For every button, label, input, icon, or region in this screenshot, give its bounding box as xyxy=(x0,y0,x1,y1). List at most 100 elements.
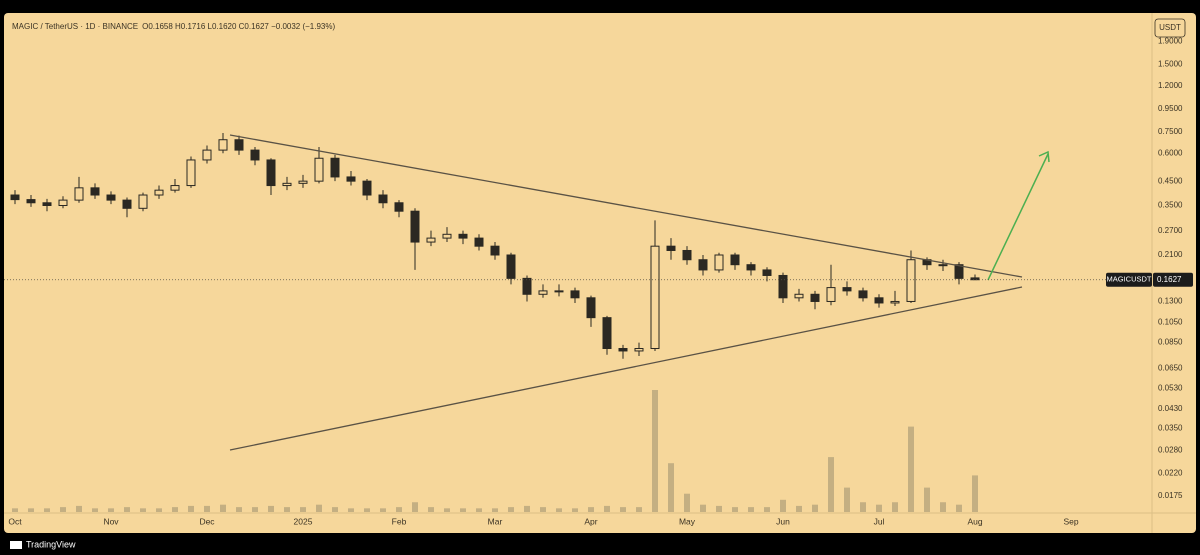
volume-bar xyxy=(860,502,866,512)
candle-body xyxy=(634,348,644,352)
volume-bar xyxy=(572,508,578,512)
price-tag-label: 0.1627 xyxy=(1157,275,1182,284)
volume-bar xyxy=(44,508,50,512)
volume-bar xyxy=(492,508,498,512)
volume-bar xyxy=(636,507,642,512)
candle-body xyxy=(906,259,916,302)
volume-bar xyxy=(204,505,210,512)
candle-body xyxy=(362,180,372,196)
candle-body xyxy=(714,254,724,271)
candle-body xyxy=(154,189,164,196)
volume-bar xyxy=(140,508,146,512)
volume-bar xyxy=(668,463,674,512)
footer-brand: TradingView xyxy=(26,539,76,549)
candle-body xyxy=(346,176,356,182)
volume-bar xyxy=(124,507,130,512)
volume-bar xyxy=(812,504,818,512)
candle-body xyxy=(122,199,132,209)
volume-bar xyxy=(732,507,738,512)
chart-panel xyxy=(4,13,1196,533)
volume-bar xyxy=(380,508,386,512)
x-tick-label: Aug xyxy=(967,516,982,526)
candle-body xyxy=(426,237,436,243)
volume-bar xyxy=(428,507,434,512)
volume-bar xyxy=(348,508,354,512)
volume-bar xyxy=(828,457,834,512)
volume-bar xyxy=(12,508,18,512)
candle-body xyxy=(58,199,68,207)
candle-body xyxy=(42,202,52,207)
volume-bar xyxy=(892,502,898,512)
candle-body xyxy=(458,233,468,239)
volume-bar xyxy=(508,507,514,512)
currency-label[interactable]: USDT xyxy=(1159,23,1181,32)
volume-bar xyxy=(476,508,482,512)
candle-body xyxy=(570,290,580,299)
x-tick-label: Nov xyxy=(103,516,119,526)
candle-body xyxy=(650,245,660,350)
header: MAGIC / TetherUS · 1D · BINANCE O0.1658 H… xyxy=(12,22,335,31)
y-tick-label: 0.0175 xyxy=(1158,491,1183,500)
candle-body xyxy=(698,259,708,271)
volume-bar xyxy=(940,502,946,512)
x-tick-label: 2025 xyxy=(294,516,313,526)
candle-body xyxy=(138,194,148,209)
volume-bar xyxy=(60,507,66,512)
volume-bar xyxy=(540,507,546,512)
x-tick-label: Dec xyxy=(199,516,215,526)
currency-button[interactable] xyxy=(1154,18,1186,38)
symbol-tag xyxy=(1106,272,1152,287)
volume-bar xyxy=(28,508,34,512)
candle-body xyxy=(586,297,596,319)
candle-body xyxy=(490,245,500,256)
upper-trendline xyxy=(229,134,1023,278)
candle-body xyxy=(378,194,388,204)
candle-body xyxy=(298,180,308,184)
candle-body xyxy=(954,264,964,279)
volume-bar xyxy=(412,502,418,512)
candle-body xyxy=(778,274,788,299)
y-tick-label: 0.0530 xyxy=(1158,384,1183,393)
volume-bar xyxy=(284,507,290,512)
y-tick-label: 0.0220 xyxy=(1158,469,1183,478)
candle-body xyxy=(474,237,484,247)
candle-body xyxy=(282,182,292,187)
x-tick-label: Feb xyxy=(392,516,407,526)
x-tick-label: Jul xyxy=(874,516,885,526)
candle-body xyxy=(794,293,804,299)
logo-icon xyxy=(10,541,22,549)
candle-body xyxy=(858,290,868,299)
candle-body xyxy=(826,287,836,302)
x-tick-label: May xyxy=(679,516,696,526)
volume-bar xyxy=(956,504,962,512)
volume-bar xyxy=(524,505,530,512)
volume-bar xyxy=(764,507,770,512)
candle-body xyxy=(250,149,260,161)
candle-body xyxy=(314,157,324,182)
volume-bar xyxy=(620,507,626,512)
volume-bar xyxy=(76,505,82,512)
candle-body xyxy=(682,249,692,261)
candle-body xyxy=(602,317,612,350)
volume-bar xyxy=(876,504,882,512)
y-tick-label: 0.9500 xyxy=(1158,104,1183,113)
candle-body xyxy=(730,254,740,266)
volume-bar xyxy=(796,505,802,512)
y-tick-label: 0.1050 xyxy=(1158,317,1183,326)
volume-bar xyxy=(316,504,322,512)
candle-body xyxy=(874,297,884,304)
candle-body xyxy=(666,245,676,251)
x-tick-label: Jun xyxy=(776,516,790,526)
volume-bar xyxy=(716,505,722,512)
candle-body xyxy=(970,277,980,281)
volume-bar xyxy=(300,507,306,512)
y-tick-label: 0.4500 xyxy=(1158,176,1183,185)
volume-bar xyxy=(444,508,450,512)
candle-body xyxy=(410,210,420,243)
candle-body xyxy=(938,264,948,267)
volume-bar xyxy=(172,507,178,512)
x-tick-label: Sep xyxy=(1063,516,1078,526)
candle-body xyxy=(506,254,516,279)
volume-bar xyxy=(972,475,978,512)
